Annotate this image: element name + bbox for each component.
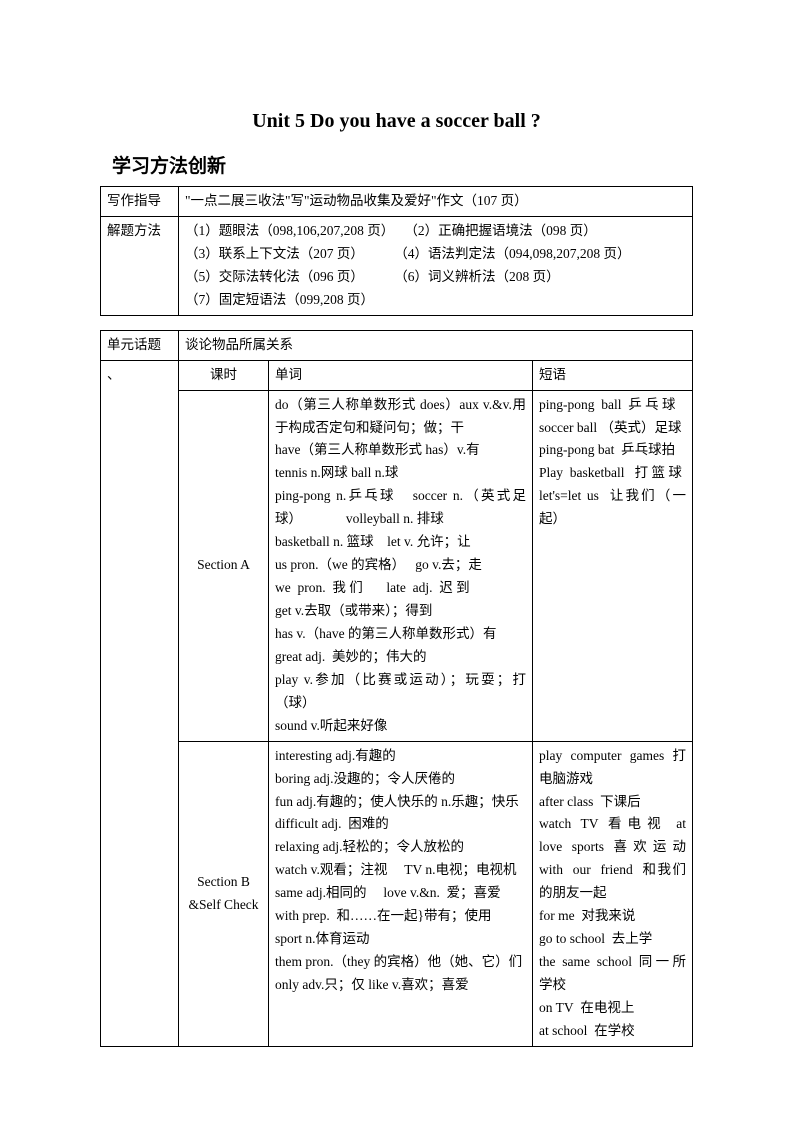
col-header: 课时: [179, 360, 269, 390]
content-table: 单元话题 谈论物品所属关系 、 课时 单词 短语 Section A do（第三…: [100, 330, 693, 1047]
section-label: Section B &Self Check: [179, 741, 269, 1046]
section-label: Section A: [179, 390, 269, 741]
methods-table: 写作指导 "一点二展三收法"写"运动物品收集及爱好"作文（107 页） 解题方法…: [100, 186, 693, 316]
page-title: Unit 5 Do you have a soccer ball ?: [100, 110, 693, 133]
section-heading: 学习方法创新: [112, 151, 693, 178]
row-content: 谈论物品所属关系: [179, 330, 693, 360]
row-label: 写作指导: [101, 187, 179, 217]
table-row: 解题方法 （1）题眼法（098,106,207,208 页） （2）正确把握语境…: [101, 216, 693, 315]
phrase-cell: play computer games 打电脑游戏 after class 下课…: [533, 741, 693, 1046]
row-label: 、: [101, 360, 179, 1046]
table-row: 写作指导 "一点二展三收法"写"运动物品收集及爱好"作文（107 页）: [101, 187, 693, 217]
table-row: Section B &Self Check interesting adj.有趣…: [101, 741, 693, 1046]
table-row: Section A do（第三人称单数形式 does）aux v.&v.用于构成…: [101, 390, 693, 741]
vocab-cell: interesting adj.有趣的 boring adj.没趣的；令人厌倦的…: [269, 741, 533, 1046]
row-label: 解题方法: [101, 216, 179, 315]
phrase-cell: ping-pong ball 乒 乓 球 soccer ball （英式）足球 …: [533, 390, 693, 741]
table-row: 、 课时 单词 短语: [101, 360, 693, 390]
table-row: 单元话题 谈论物品所属关系: [101, 330, 693, 360]
col-header: 短语: [533, 360, 693, 390]
col-header: 单词: [269, 360, 533, 390]
spacer: [100, 316, 693, 330]
row-content: "一点二展三收法"写"运动物品收集及爱好"作文（107 页）: [179, 187, 693, 217]
vocab-cell: do（第三人称单数形式 does）aux v.&v.用于构成否定句和疑问句；做；…: [269, 390, 533, 741]
row-label: 单元话题: [101, 330, 179, 360]
row-content: （1）题眼法（098,106,207,208 页） （2）正确把握语境法（098…: [179, 216, 693, 315]
